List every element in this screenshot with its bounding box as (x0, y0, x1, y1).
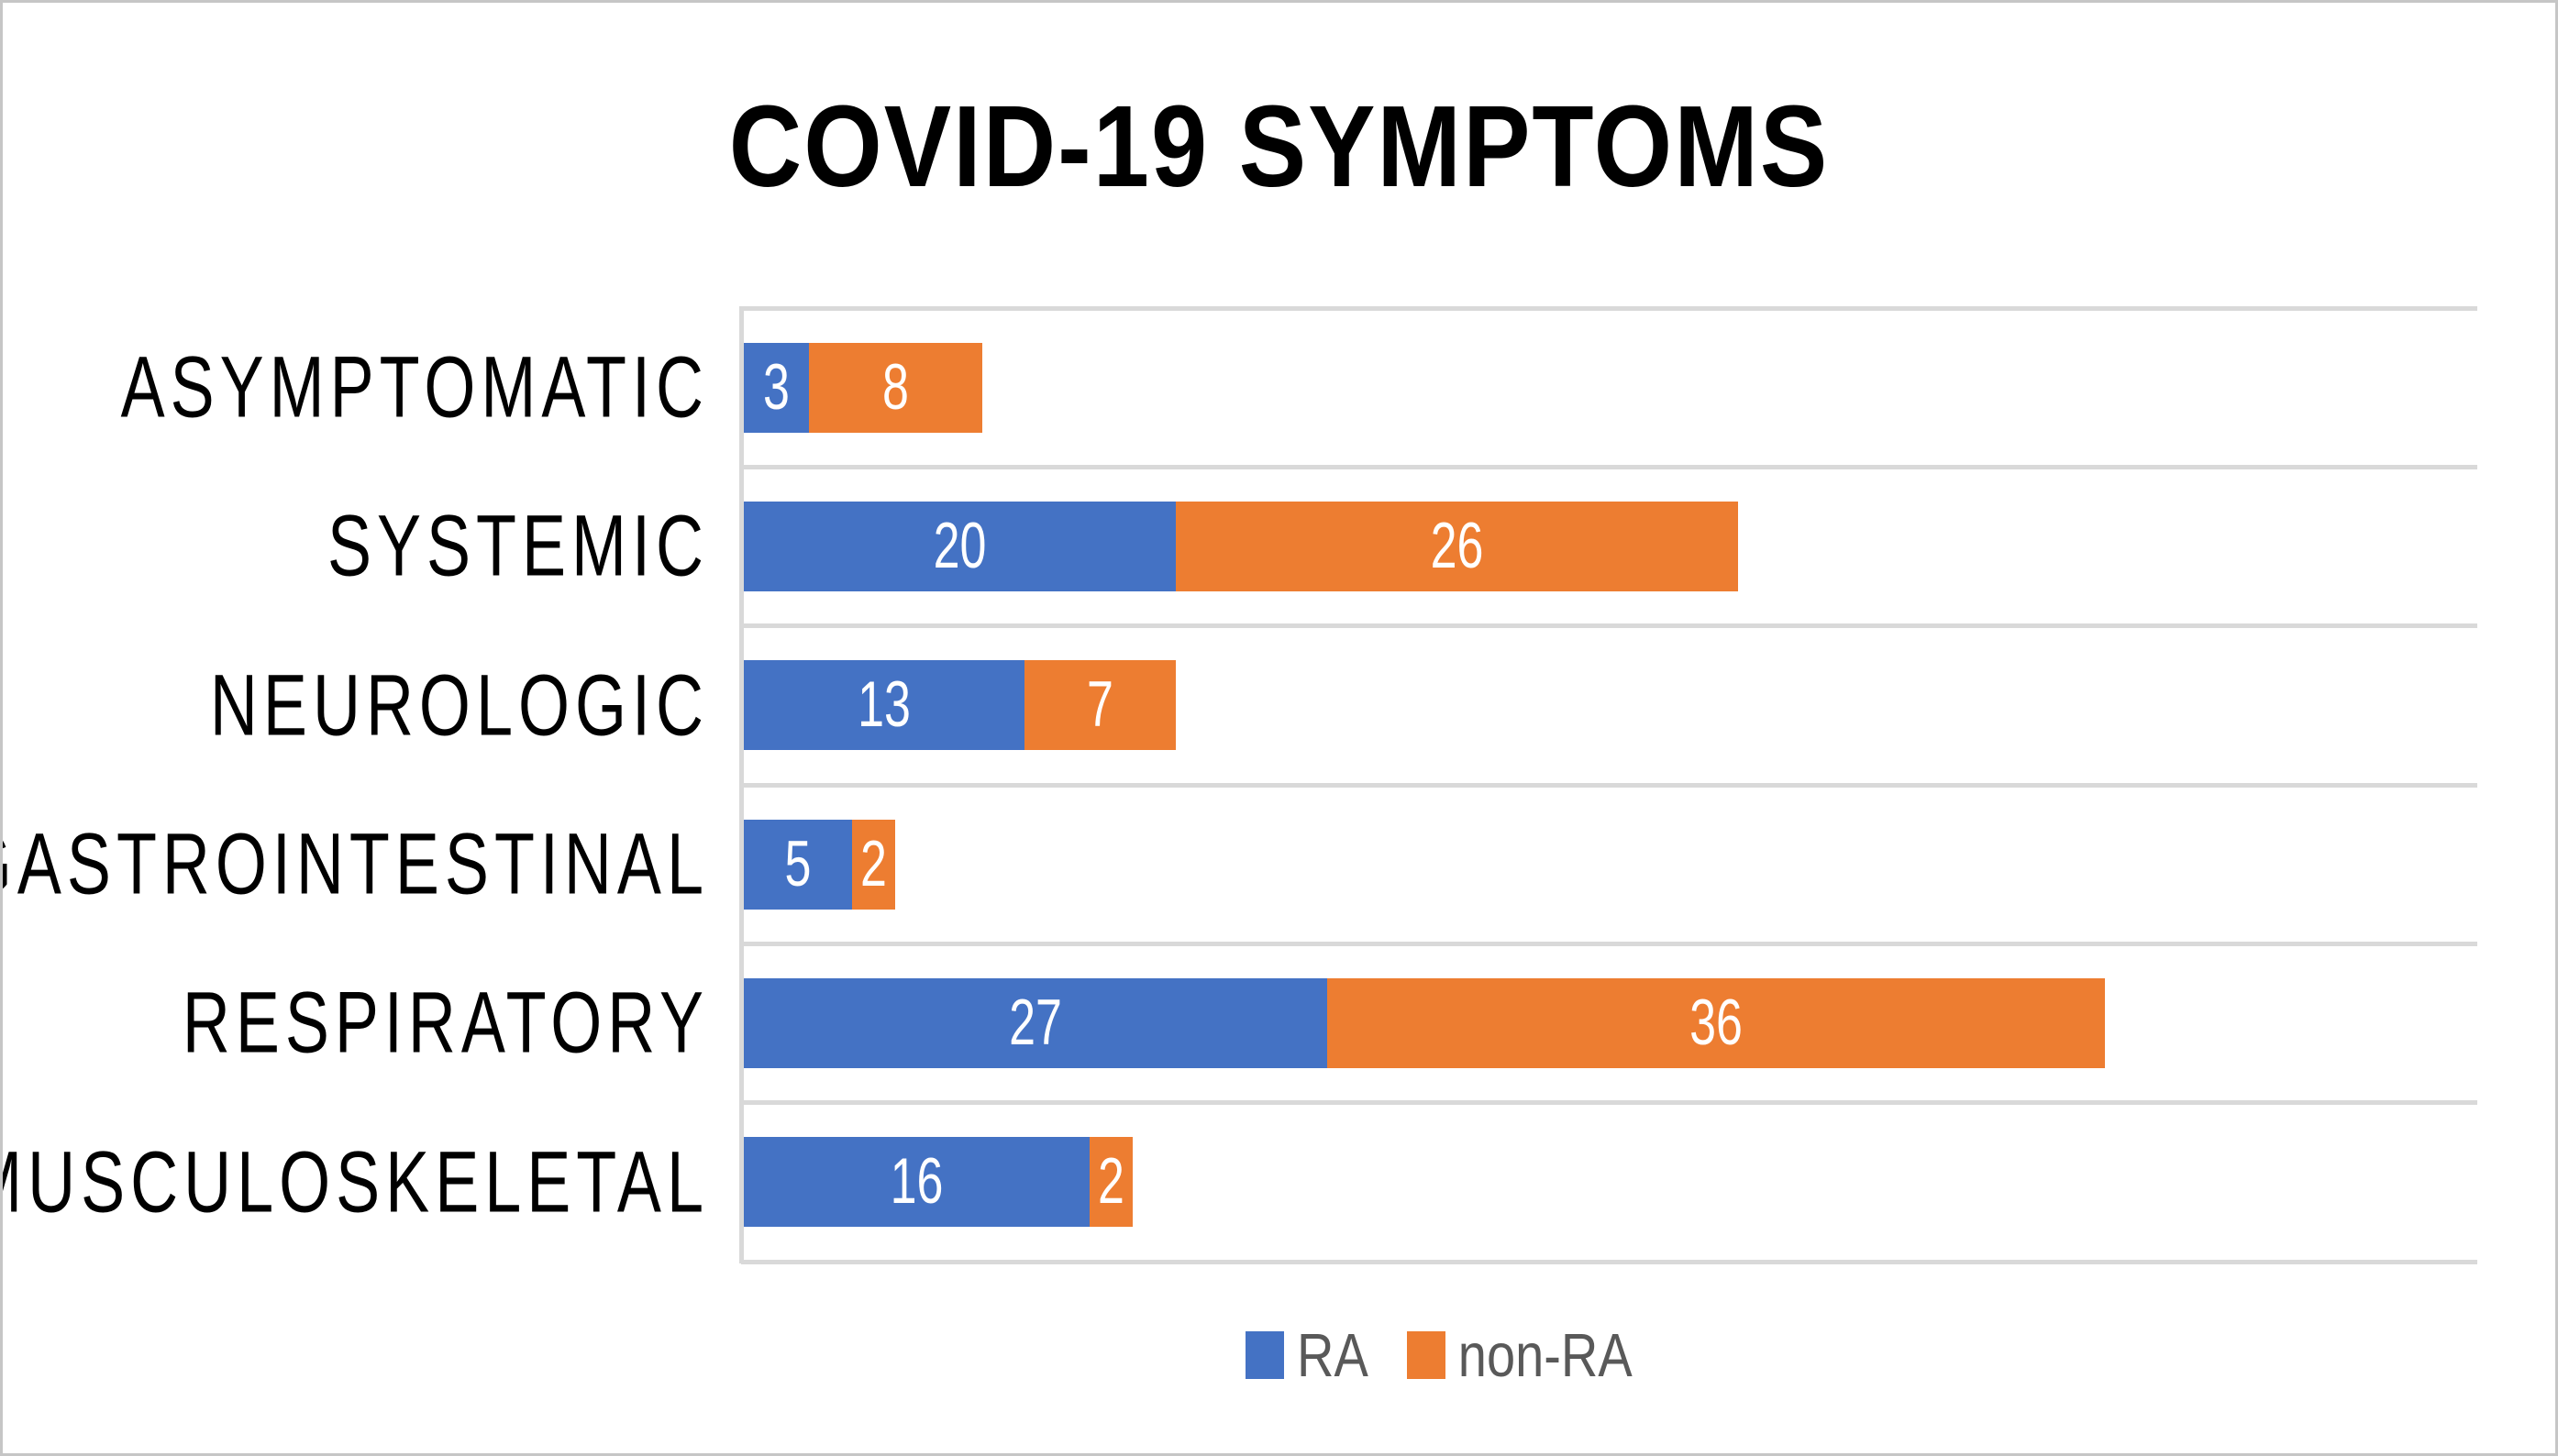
bar-segment-non-ra-asymptomatic: 8 (809, 343, 982, 433)
bar-segment-ra-musculoskeletal: 16 (744, 1137, 1090, 1227)
category-label-text: ASYMPTOMATIC (120, 338, 709, 436)
bar-segment-ra-systemic: 20 (744, 502, 1176, 591)
category-label-musculoskeletal: MUSCULOSKELETAL (3, 1103, 709, 1262)
gridline (741, 942, 2477, 946)
bar-value-label: 36 (1689, 987, 1743, 1060)
bar-value-label: 8 (882, 351, 909, 425)
legend: RA non-RA (1246, 1320, 1633, 1389)
category-axis-line (739, 306, 744, 1263)
gridline (741, 1100, 2477, 1105)
bar-segment-non-ra-neurologic: 7 (1024, 660, 1176, 750)
legend-label: RA (1297, 1319, 1368, 1390)
legend-swatch-icon (1246, 1330, 1284, 1379)
category-label-asymptomatic: ASYMPTOMATIC (3, 308, 709, 467)
legend-swatch-icon (1406, 1330, 1445, 1379)
bar-segment-ra-asymptomatic: 3 (744, 343, 809, 433)
bar-value-label: 13 (858, 668, 911, 742)
bar-value-label: 3 (763, 351, 790, 425)
bar-segment-non-ra-musculoskeletal: 2 (1090, 1137, 1133, 1227)
gridline (741, 465, 2477, 469)
bar-segment-ra-gastrointestinal: 5 (744, 820, 852, 910)
category-label-respiratory: RESPIRATORY (3, 943, 709, 1102)
category-label-text: SYSTEMIC (327, 497, 709, 595)
bar-segment-non-ra-systemic: 26 (1176, 502, 1738, 591)
chart-title: COVID-19 SYMPTOMS (728, 82, 1830, 212)
bar-segment-non-ra-gastrointestinal: 2 (852, 820, 895, 910)
legend-item-ra: RA (1246, 1320, 1368, 1389)
bar-value-label: 27 (1009, 987, 1062, 1060)
legend-item-non-ra: non-RA (1406, 1320, 1633, 1389)
category-label-neurologic: NEUROLOGIC (3, 626, 709, 785)
category-label-text: MUSCULOSKELETAL (0, 1133, 709, 1231)
bar-value-label: 26 (1430, 510, 1484, 583)
bar-value-label: 20 (933, 510, 987, 583)
gridline (741, 783, 2477, 788)
bar-segment-non-ra-respiratory: 36 (1327, 978, 2105, 1068)
bar-value-label: 7 (1087, 668, 1113, 742)
gridline (741, 623, 2477, 628)
category-label-text: GASTROINTESTINAL (0, 815, 709, 913)
bar-value-label: 5 (784, 828, 812, 901)
plot-area: 3 8 20 26 13 7 5 2 27 36 16 2 (739, 306, 2477, 1264)
bar-segment-ra-neurologic: 13 (744, 660, 1024, 750)
category-label-gastrointestinal: GASTROINTESTINAL (3, 785, 709, 943)
gridline (741, 1260, 2477, 1264)
chart-title-wrap: COVID-19 SYMPTOMS (3, 80, 2555, 211)
bar-segment-ra-respiratory: 27 (744, 978, 1327, 1068)
category-label-systemic: SYSTEMIC (3, 467, 709, 625)
bar-value-label: 16 (890, 1145, 944, 1219)
bar-value-label: 2 (1098, 1145, 1124, 1219)
legend-label: non-RA (1457, 1319, 1633, 1390)
category-label-text: NEUROLOGIC (209, 656, 709, 755)
bar-value-label: 2 (860, 828, 887, 901)
gridline (741, 306, 2477, 311)
category-label-text: RESPIRATORY (182, 974, 709, 1072)
